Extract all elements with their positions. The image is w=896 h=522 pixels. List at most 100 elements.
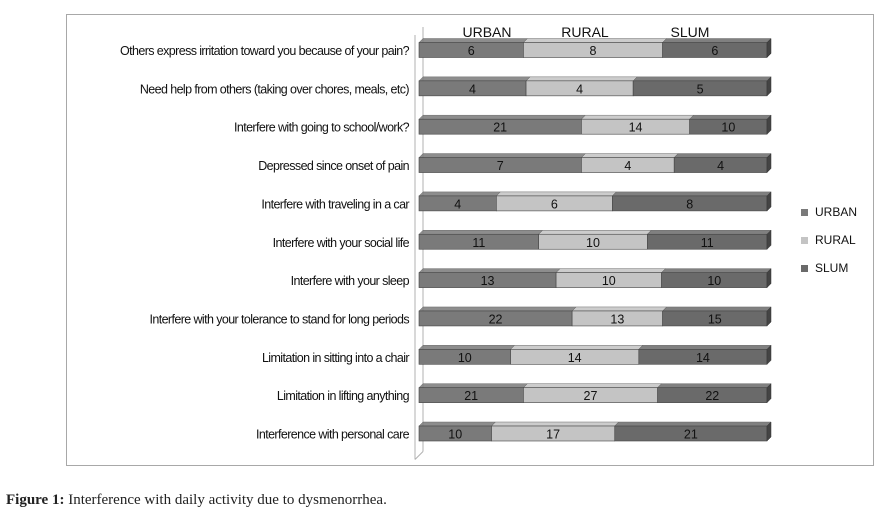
bar-top-face xyxy=(522,383,663,388)
bar-top-face xyxy=(418,306,577,312)
bar-top-face xyxy=(418,268,561,273)
data-label: 10 xyxy=(602,274,616,288)
bar-top-face xyxy=(509,345,644,350)
category-label: Interfere with traveling in a car xyxy=(261,197,409,211)
bar-top-face xyxy=(660,268,772,273)
bar-end-cap xyxy=(766,383,772,404)
chart-frame: Others express irritation toward you bec… xyxy=(66,14,874,466)
legend-swatch xyxy=(801,265,808,272)
category-label: Limitation in sitting into a chair xyxy=(262,351,409,365)
bar-top-face xyxy=(657,383,772,388)
data-label: 10 xyxy=(707,274,721,288)
bar-top-face xyxy=(418,76,531,82)
bar-end-cap xyxy=(766,191,772,212)
bar-top-face xyxy=(632,76,772,82)
data-label: 4 xyxy=(717,159,724,173)
category-label: Others express irritation toward you bec… xyxy=(120,44,410,58)
data-label: 4 xyxy=(576,82,583,96)
series-header-label: SLUM xyxy=(671,24,710,40)
data-label: 4 xyxy=(454,197,461,211)
data-label: 14 xyxy=(629,121,643,135)
bar-top-face xyxy=(418,230,544,235)
bar-top-face xyxy=(495,191,617,197)
legend-label: RURAL xyxy=(815,233,856,247)
bar-top-face xyxy=(614,421,772,427)
category-label: Depressed since onset of pain xyxy=(258,159,409,173)
bar-end-cap xyxy=(766,306,772,327)
data-label: 11 xyxy=(472,236,485,250)
data-label: 8 xyxy=(590,44,597,58)
data-label: 8 xyxy=(686,197,693,211)
category-label: Need help from others (taking over chore… xyxy=(140,82,410,96)
bar-end-cap xyxy=(766,37,772,59)
data-label: 14 xyxy=(568,351,582,365)
data-label: 27 xyxy=(584,389,598,403)
data-label: 6 xyxy=(551,197,558,211)
data-label: 4 xyxy=(469,82,476,96)
bar-top-face xyxy=(418,191,501,197)
category-label: Interfere with your sleep xyxy=(291,274,410,288)
caption-label: Figure 1: xyxy=(6,492,65,508)
data-label: 15 xyxy=(708,312,722,326)
bar-top-face xyxy=(418,383,529,388)
bar-top-face xyxy=(571,306,668,312)
data-label: 7 xyxy=(497,159,504,173)
bar-top-face xyxy=(418,421,497,427)
category-label: Interfere with your social life xyxy=(273,236,410,250)
bar-top-face xyxy=(538,230,652,235)
legend-swatch xyxy=(801,209,808,216)
axis-floor-line xyxy=(414,451,424,460)
bar-top-face xyxy=(490,421,620,427)
legend-label: SLUM xyxy=(815,261,848,275)
bar-top-face xyxy=(580,114,695,120)
bar-top-face xyxy=(673,153,772,158)
data-label: 17 xyxy=(546,428,560,442)
data-label: 10 xyxy=(586,236,600,250)
bar-top-face xyxy=(418,114,587,120)
legend-label: URBAN xyxy=(815,205,857,219)
data-label: 5 xyxy=(697,82,704,96)
bar-top-face xyxy=(555,268,667,273)
data-label: 22 xyxy=(489,312,503,326)
bar-end-cap xyxy=(766,229,772,250)
data-label: 11 xyxy=(701,236,714,250)
bar-top-face xyxy=(580,153,679,158)
data-label: 6 xyxy=(468,44,475,58)
stacked-bar-chart: Others express irritation toward you bec… xyxy=(120,24,857,460)
bar-end-cap xyxy=(766,152,772,174)
series-header-label: RURAL xyxy=(561,24,609,40)
data-label: 13 xyxy=(481,274,495,288)
figure-caption: Figure 1: Interference with daily activi… xyxy=(6,492,387,509)
bar-end-cap xyxy=(766,114,772,135)
bar-end-cap xyxy=(766,421,772,442)
bar-end-cap xyxy=(766,76,772,97)
bar-top-face xyxy=(661,306,772,312)
bar-end-cap xyxy=(766,344,772,365)
bar-top-face xyxy=(418,153,587,158)
category-label: Interfere with going to school/work? xyxy=(234,121,410,135)
data-label: 21 xyxy=(464,389,478,403)
data-label: 21 xyxy=(493,121,507,135)
bar-top-face xyxy=(525,76,638,82)
category-label: Interfere with your tolerance to stand f… xyxy=(149,312,409,326)
bar-top-face xyxy=(611,191,772,197)
bar-top-face xyxy=(418,345,516,350)
bar-top-face xyxy=(689,114,772,120)
category-label: Limitation in lifting anything xyxy=(277,389,410,403)
data-label: 21 xyxy=(684,428,698,442)
data-label: 14 xyxy=(696,351,710,365)
caption-text: Interference with daily activity due to … xyxy=(64,492,387,508)
data-label: 4 xyxy=(624,159,631,173)
category-label: Interference with personal care xyxy=(256,428,410,442)
series-header-label: URBAN xyxy=(462,24,511,40)
data-label: 13 xyxy=(610,312,624,326)
data-label: 10 xyxy=(458,351,472,365)
bar-top-face xyxy=(646,230,772,235)
data-label: 10 xyxy=(448,428,462,442)
bar-end-cap xyxy=(766,267,772,289)
bar-top-face xyxy=(638,345,772,350)
data-label: 22 xyxy=(705,389,719,403)
legend-swatch xyxy=(801,237,808,244)
data-label: 10 xyxy=(721,121,735,135)
data-label: 6 xyxy=(711,44,718,58)
